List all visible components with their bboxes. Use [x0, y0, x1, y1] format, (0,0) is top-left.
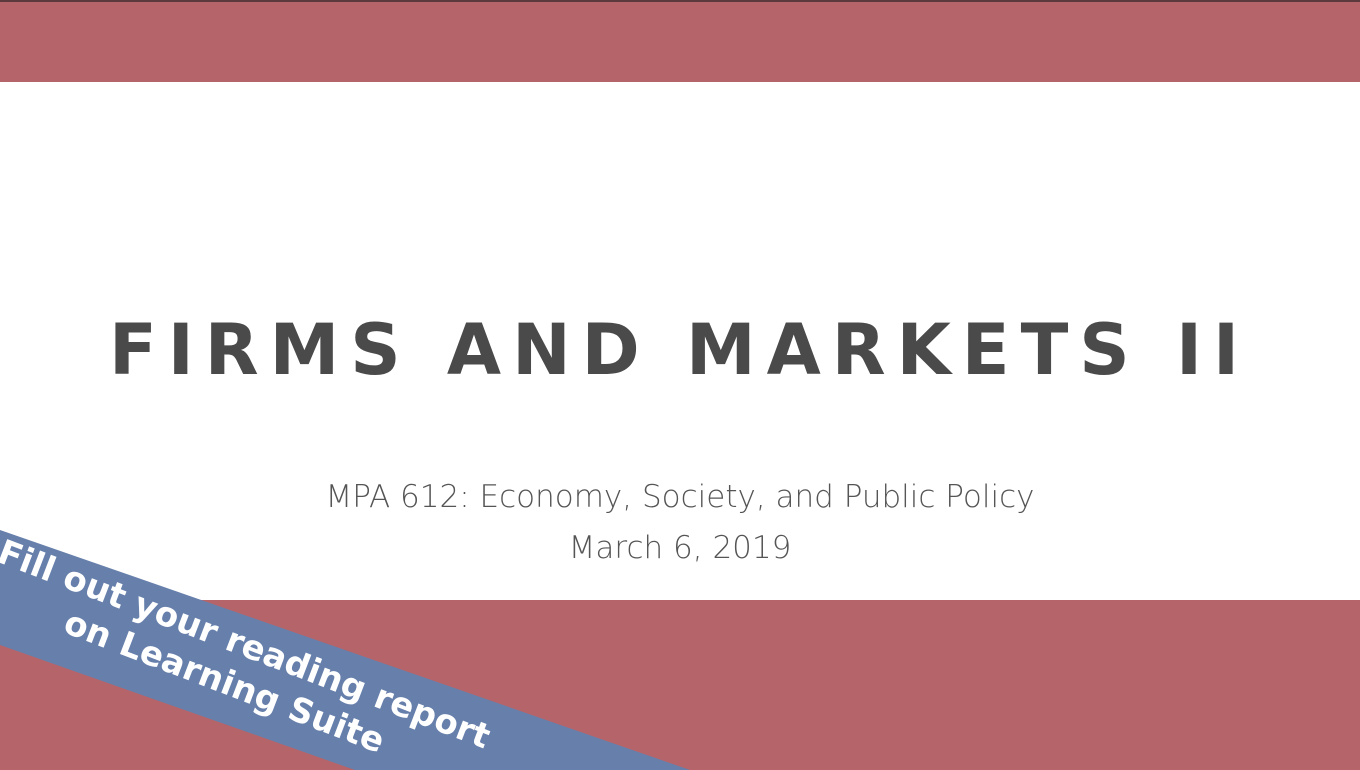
slide-subtitle: MPA 612: Economy, Society, and Public Po… — [326, 479, 1035, 515]
slide-title: FIRMS AND MARKETS II — [109, 309, 1239, 391]
banner-ribbon — [0, 530, 690, 770]
top-edge — [0, 0, 1360, 2]
slide-date: March 6, 2019 — [569, 530, 792, 566]
top-band — [0, 0, 1360, 82]
